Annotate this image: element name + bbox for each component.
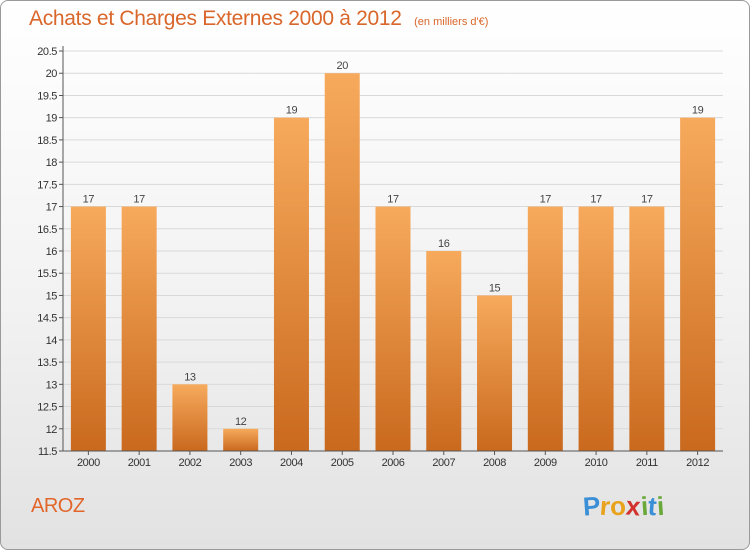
chart-title-text: Achats et Charges Externes 2000 à 2012 (29, 7, 402, 30)
y-tick-label: 17.5 (37, 179, 57, 191)
data-label: 13 (184, 371, 196, 383)
logo-letter: i (655, 490, 665, 522)
x-tick-label: 2011 (636, 457, 658, 469)
bar-2000 (70, 206, 106, 451)
x-tick-label: 2009 (534, 457, 557, 469)
data-label: 17 (133, 194, 145, 206)
bar-2006 (375, 206, 411, 451)
data-label: 19 (692, 105, 704, 117)
y-tick-label: 16.5 (37, 224, 57, 236)
y-tick-label: 20.5 (37, 46, 57, 58)
y-tick-label: 13 (46, 379, 58, 391)
data-label: 17 (83, 194, 95, 206)
bar-2012 (680, 117, 716, 452)
y-tick-label: 19 (46, 113, 58, 125)
data-label: 17 (540, 194, 552, 206)
y-tick-label: 15 (46, 290, 58, 302)
x-tick-label: 2000 (77, 457, 100, 469)
y-tick-labels: 11.5 12 12.5 13 13.5 14 14.5 15 15.5 16 16.5 17 17.5… (37, 46, 57, 458)
bar-2002 (172, 384, 208, 451)
y-tick-label: 17 (46, 202, 58, 214)
bar-2003 (223, 428, 259, 451)
data-labels: 17 17 13 12 19 20 17 16 15 17 17 17 19 (83, 60, 704, 428)
bar-2009 (527, 206, 563, 451)
town-name: AROZ (31, 495, 85, 517)
data-label: 20 (337, 60, 349, 72)
bar-2007 (426, 251, 462, 451)
y-tick-label: 12 (46, 424, 58, 436)
y-tick-label: 11.5 (38, 446, 57, 458)
data-label: 17 (387, 194, 399, 206)
y-tick-label: 12.5 (37, 402, 57, 414)
y-tick-label: 15.5 (37, 268, 57, 280)
bar-2008 (477, 295, 513, 451)
x-tick-label: 2002 (178, 457, 201, 469)
y-tick-label: 14.5 (37, 313, 57, 325)
x-tick-label: 2003 (229, 457, 252, 469)
bars (70, 73, 716, 452)
bar-2011 (629, 206, 665, 451)
y-tick-label: 19.5 (37, 90, 57, 102)
y-tick-label: 18.5 (37, 135, 57, 147)
x-tick-label: 2001 (128, 457, 151, 469)
data-label: 17 (590, 194, 602, 206)
x-tick-labels: 2000 2001 2002 2003 2004 2005 2006 2007 2008 2009… (77, 451, 710, 469)
y-tick-label: 20 (46, 68, 58, 80)
x-tick-label: 2012 (686, 457, 709, 469)
y-tick-label: 14 (46, 335, 58, 347)
x-tick-label: 2004 (280, 457, 303, 469)
x-tick-label: 2006 (382, 457, 405, 469)
data-label: 16 (438, 238, 450, 250)
chart-unit: (en milliers d'€) (414, 16, 489, 28)
data-label: 15 (489, 282, 501, 294)
x-tick-label: 2007 (432, 457, 455, 469)
data-label: 19 (286, 105, 298, 117)
chart-title: Achats et Charges Externes 2000 à 2012 (… (29, 7, 488, 31)
data-label: 12 (235, 416, 247, 428)
data-label: 17 (641, 194, 653, 206)
y-tick-label: 13.5 (37, 357, 57, 369)
bar-2010 (578, 206, 614, 451)
x-tick-label: 2010 (585, 457, 608, 469)
x-tick-label: 2005 (331, 457, 354, 469)
bar-2001 (121, 206, 157, 451)
x-tick-label: 2008 (483, 457, 506, 469)
bar-2004 (273, 117, 309, 452)
bar-2005 (324, 73, 360, 451)
proxiti-logo: Proxiti (582, 490, 665, 522)
y-tick-label: 16 (46, 246, 58, 258)
y-tick-label: 18 (46, 157, 58, 169)
